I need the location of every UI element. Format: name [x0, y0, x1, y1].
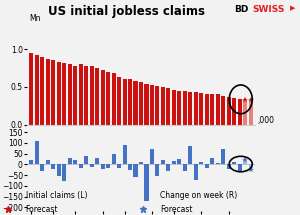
Bar: [35, 55, 39, 125]
Bar: [117, 164, 121, 168]
Bar: [249, 100, 253, 125]
Bar: [106, 164, 110, 168]
Bar: [166, 88, 170, 125]
Bar: [199, 93, 203, 125]
Bar: [29, 160, 33, 164]
Text: Mn: Mn: [29, 14, 41, 23]
Bar: [112, 154, 116, 164]
Bar: [216, 163, 220, 164]
Bar: [73, 66, 77, 125]
Text: US initial jobless claims: US initial jobless claims: [47, 5, 205, 18]
Bar: [238, 164, 242, 171]
Bar: [232, 98, 236, 125]
Bar: [216, 94, 220, 125]
Bar: [194, 92, 198, 125]
Bar: [79, 164, 83, 168]
Bar: [172, 90, 176, 125]
Bar: [243, 160, 247, 164]
Bar: [46, 59, 50, 125]
Bar: [51, 60, 56, 125]
Bar: [226, 164, 231, 169]
Text: Forecast: Forecast: [26, 205, 58, 214]
Bar: [139, 82, 143, 125]
Bar: [29, 53, 33, 125]
Bar: [139, 162, 143, 164]
Bar: [122, 145, 127, 164]
Bar: [155, 86, 160, 125]
Text: SWISS: SWISS: [252, 5, 284, 14]
Bar: [205, 94, 209, 125]
Bar: [161, 160, 165, 164]
Bar: [249, 164, 253, 170]
Bar: [35, 141, 39, 164]
Bar: [172, 161, 176, 164]
Text: Initial claims (L): Initial claims (L): [26, 192, 87, 201]
Bar: [134, 164, 138, 177]
Text: BD: BD: [234, 5, 248, 14]
Bar: [40, 57, 44, 125]
Bar: [221, 149, 225, 164]
Bar: [57, 164, 61, 176]
Bar: [144, 84, 148, 125]
Bar: [79, 64, 83, 125]
Bar: [155, 164, 160, 176]
Bar: [51, 164, 56, 169]
Bar: [166, 164, 170, 171]
Bar: [40, 164, 44, 171]
Text: ▶: ▶: [290, 5, 295, 11]
Bar: [95, 158, 99, 164]
Bar: [177, 159, 182, 164]
Bar: [226, 97, 231, 125]
Bar: [90, 66, 94, 125]
Text: ,000: ,000: [257, 116, 274, 125]
Bar: [144, 164, 148, 201]
Bar: [243, 100, 247, 125]
Bar: [95, 68, 99, 125]
Bar: [150, 149, 154, 164]
Bar: [183, 91, 187, 125]
Bar: [106, 72, 110, 125]
FancyBboxPatch shape: [205, 0, 300, 61]
Bar: [199, 162, 203, 164]
Bar: [112, 73, 116, 125]
Bar: [134, 81, 138, 125]
Bar: [73, 160, 77, 164]
Bar: [100, 164, 105, 169]
Bar: [221, 96, 225, 125]
Bar: [128, 164, 132, 170]
Bar: [62, 63, 66, 125]
Bar: [194, 164, 198, 180]
Bar: [205, 164, 209, 168]
Bar: [84, 156, 88, 164]
Bar: [46, 160, 50, 164]
Bar: [57, 62, 61, 125]
Bar: [128, 79, 132, 125]
Bar: [183, 164, 187, 171]
Bar: [210, 158, 214, 164]
Text: Change on week (R): Change on week (R): [160, 192, 238, 201]
Bar: [90, 164, 94, 167]
Bar: [232, 162, 236, 164]
Bar: [100, 70, 105, 125]
Bar: [188, 146, 192, 164]
Bar: [150, 85, 154, 125]
Bar: [238, 99, 242, 125]
Bar: [161, 87, 165, 125]
Bar: [62, 164, 66, 181]
Bar: [188, 92, 192, 125]
Bar: [68, 64, 72, 125]
Bar: [117, 77, 121, 125]
Text: Forecast: Forecast: [160, 205, 193, 214]
Bar: [210, 94, 214, 125]
Bar: [122, 78, 127, 125]
Bar: [84, 66, 88, 125]
Bar: [177, 91, 182, 125]
Bar: [68, 158, 72, 164]
